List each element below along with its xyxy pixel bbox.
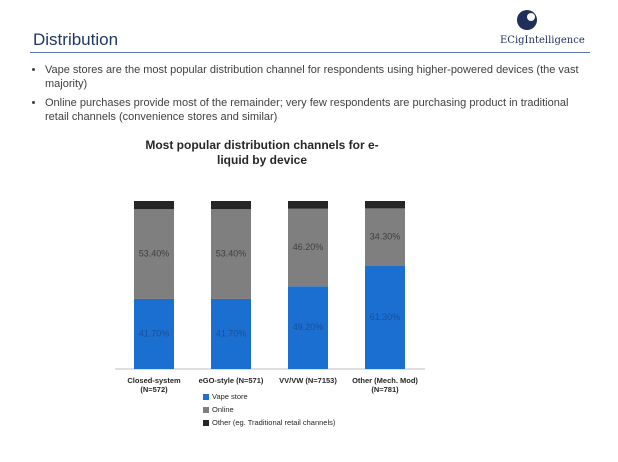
legend-swatch xyxy=(203,407,209,413)
bullet: Online purchases provide most of the rem… xyxy=(45,96,595,124)
logo-icon-dot xyxy=(527,13,535,21)
value-label: 46.20% xyxy=(293,242,324,252)
bar-segment xyxy=(211,298,251,369)
bar-segment xyxy=(134,298,174,369)
x-tick-label: Closed-system (N=572) xyxy=(127,376,181,394)
x-tick-label: VV/VW (N=7153) xyxy=(279,376,337,385)
logo-text: ECigIntelligence xyxy=(500,35,585,46)
x-tick-label: Other (Mech. Mod) (N=781) xyxy=(352,376,418,394)
bar-segment xyxy=(134,201,174,210)
legend-swatch xyxy=(203,420,209,426)
bar-segment xyxy=(288,208,328,287)
chart-title: Most popular distribution channels for e… xyxy=(145,138,378,167)
legend-label: Other (eg. Traditional retail channels) xyxy=(212,418,336,427)
bar-segment xyxy=(288,286,328,369)
bar-segment xyxy=(365,201,405,209)
value-label: 41.70% xyxy=(216,328,247,338)
legend-label: Online xyxy=(212,405,234,414)
bar-segment xyxy=(288,201,328,209)
value-label: 49.20% xyxy=(293,322,324,332)
title-rule xyxy=(30,52,590,53)
legend-swatch xyxy=(203,394,209,400)
bar-segment xyxy=(365,266,405,369)
value-label: 34.30% xyxy=(370,232,401,242)
bar-segment xyxy=(365,208,405,267)
slide-title: Distribution xyxy=(33,30,119,49)
legend-label: Vape store xyxy=(212,392,248,401)
bullet: Vape stores are the most popular distrib… xyxy=(45,63,595,91)
value-label: 41.70% xyxy=(139,328,170,338)
value-label: 53.40% xyxy=(139,248,170,258)
value-label: 53.40% xyxy=(216,248,247,258)
value-label: 61.30% xyxy=(370,312,401,322)
bullet-list: Vape stores are the most popular distrib… xyxy=(30,63,595,129)
bar-segment xyxy=(211,209,251,299)
logo-icon xyxy=(517,10,537,30)
bar-segment xyxy=(211,201,251,210)
bar-segment xyxy=(134,209,174,299)
x-tick-label: eGO-style (N=571) xyxy=(199,376,264,385)
